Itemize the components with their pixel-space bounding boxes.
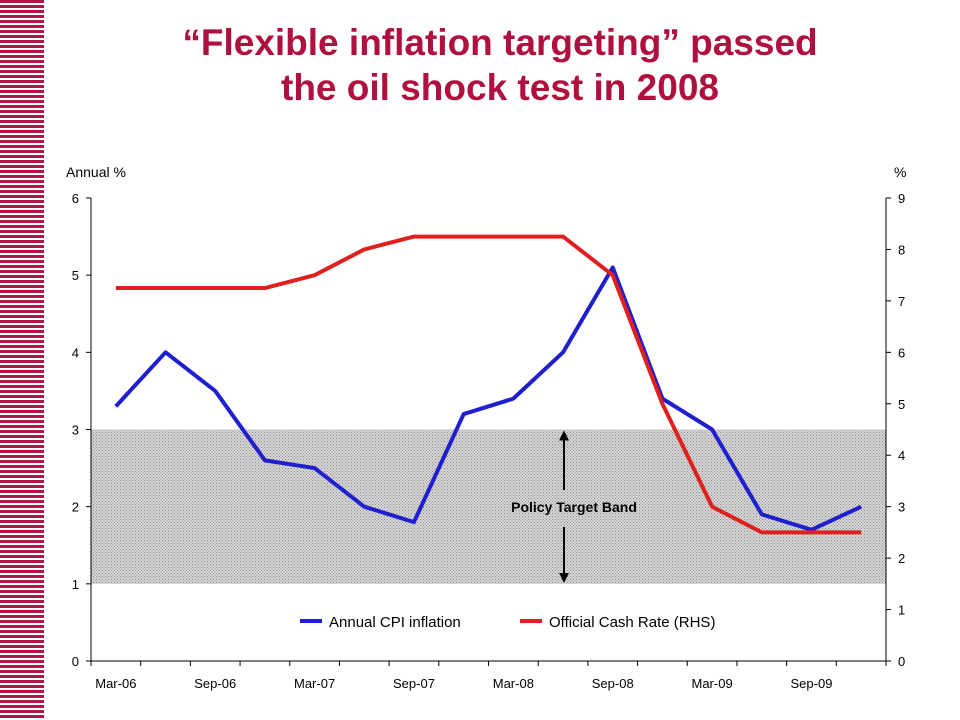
left-tick-label: 0 bbox=[72, 654, 79, 669]
left-tick-label: 3 bbox=[72, 423, 79, 438]
left-tick-label: 2 bbox=[72, 500, 79, 515]
x-tick-label: Mar-06 bbox=[95, 676, 136, 691]
policy-target-band bbox=[91, 429, 886, 584]
right-tick-label: 7 bbox=[898, 294, 905, 309]
right-tick-label: 0 bbox=[898, 654, 905, 669]
right-tick-label: 9 bbox=[898, 191, 905, 206]
right-tick-label: 8 bbox=[898, 242, 905, 257]
x-tick-label: Sep-06 bbox=[194, 676, 236, 691]
x-tick-label: Mar-09 bbox=[692, 676, 733, 691]
right-tick-label: 2 bbox=[898, 551, 905, 566]
right-tick-label: 1 bbox=[898, 603, 905, 618]
right-tick-label: 5 bbox=[898, 397, 905, 412]
legend-label-cpi: Annual CPI inflation bbox=[329, 614, 461, 631]
side-stripe-decoration bbox=[0, 0, 44, 720]
chart-series bbox=[114, 234, 863, 535]
slide-title: “Flexible inflation targeting” passed th… bbox=[60, 20, 940, 110]
right-axis-label: % bbox=[894, 164, 906, 180]
tick-labels: 0 1 2 3 4 5 6 0 1 2 3 4 5 6 7 8 9 Mar-06 Sep-06 Mar-07 Sep-0… bbox=[72, 191, 905, 691]
policy-target-band-label: Policy Target Band bbox=[511, 499, 637, 515]
x-tick-label: Sep-08 bbox=[592, 676, 634, 691]
x-tick-label: Sep-09 bbox=[791, 676, 833, 691]
legend-label-ocr: Official Cash Rate (RHS) bbox=[549, 614, 715, 631]
right-tick-label: 6 bbox=[898, 345, 905, 360]
x-tick-label: Mar-07 bbox=[294, 676, 335, 691]
title-line-1: “Flexible inflation targeting” passed bbox=[182, 22, 818, 63]
x-tick-label: Mar-08 bbox=[493, 676, 534, 691]
series-line-cpi bbox=[114, 265, 863, 532]
left-tick-label: 6 bbox=[72, 191, 79, 206]
title-line-2: the oil shock test in 2008 bbox=[281, 67, 719, 108]
x-tick-label: Sep-07 bbox=[393, 676, 435, 691]
left-axis-label: Annual % bbox=[66, 164, 126, 180]
series-line-ocr bbox=[115, 234, 862, 535]
right-tick-label: 3 bbox=[898, 500, 905, 515]
left-tick-label: 1 bbox=[72, 577, 79, 592]
left-tick-label: 4 bbox=[72, 345, 79, 360]
right-tick-label: 4 bbox=[898, 448, 905, 463]
chart-axes bbox=[86, 197, 891, 666]
chart-legend: Annual CPI inflation Official Cash Rate … bbox=[300, 614, 715, 631]
left-tick-label: 5 bbox=[72, 268, 79, 283]
